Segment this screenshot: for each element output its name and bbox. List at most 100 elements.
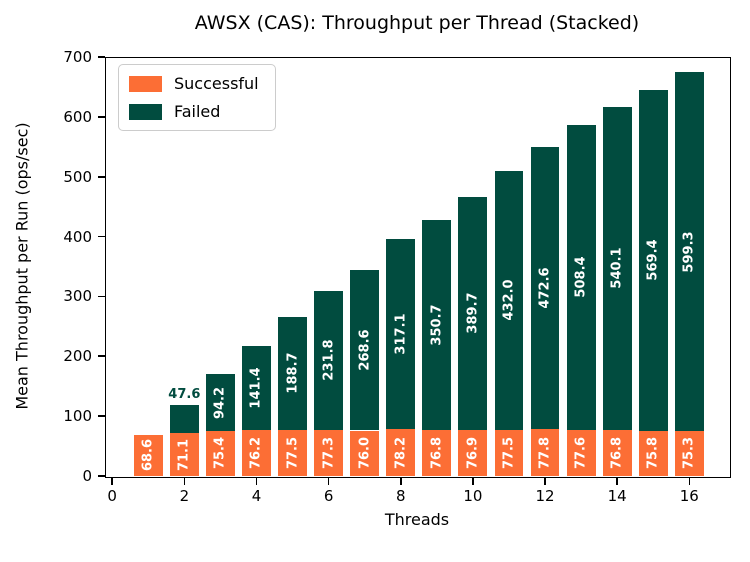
- bar-label-successful-14: 76.8: [609, 436, 625, 470]
- bar-failed-5: [278, 316, 307, 430]
- bar-failed-4: [242, 345, 271, 431]
- y-tick: [98, 56, 105, 58]
- bar-label-failed-11: 432.0: [501, 279, 517, 321]
- y-tick: [98, 235, 105, 238]
- y-tick-label: 100: [63, 407, 92, 426]
- y-axis-label: Mean Throughput per Run (ops/sec): [12, 122, 32, 410]
- bar-failed-12: [530, 146, 560, 430]
- bar-label-successful-11: 77.5: [501, 436, 517, 469]
- y-tick-label: 200: [63, 347, 92, 366]
- bar-failed-16: [674, 72, 704, 431]
- bar-failed-15: [638, 89, 668, 431]
- bar-successful-7: [350, 430, 380, 476]
- bar-label-failed-14: 540.1: [609, 247, 625, 289]
- x-tick-label: 14: [607, 487, 627, 505]
- legend-item-failed: Failed: [129, 102, 259, 121]
- bar-successful-9: [422, 430, 452, 476]
- bar-failed-14: [602, 106, 632, 431]
- y-tick-label: 0: [82, 467, 92, 485]
- x-tick: [472, 477, 474, 485]
- bar-label-failed-5: 188.7: [285, 352, 301, 394]
- bar-label-failed-8: 317.1: [393, 313, 409, 355]
- y-tick-label: 400: [63, 227, 92, 246]
- bar-label-successful-12: 77.8: [537, 436, 553, 469]
- legend-swatch-failed: [129, 103, 162, 120]
- x-tick: [327, 477, 330, 485]
- bar-successful-15: [638, 430, 668, 476]
- y-tick-label: 500: [63, 167, 92, 186]
- bar-successful-6: [314, 429, 344, 476]
- bar-label-failed-16: 599.3: [681, 231, 697, 273]
- bar-successful-16: [674, 430, 704, 476]
- y-tick-label: 600: [63, 107, 92, 126]
- bar-label-failed-6: 231.8: [321, 339, 337, 381]
- legend-label-failed: Failed: [174, 102, 221, 121]
- x-tick-label: 12: [535, 487, 555, 505]
- bar-label-successful-6: 77.3: [321, 436, 337, 469]
- bar-label-successful-9: 76.8: [429, 436, 445, 470]
- x-tick: [183, 477, 186, 485]
- bar-failed-3: [205, 374, 235, 431]
- bar-label-failed-4: 141.4: [248, 367, 264, 409]
- legend-swatch-successful: [129, 75, 162, 92]
- bar-failed-13: [566, 125, 596, 430]
- bar-label-failed-10: 389.7: [465, 292, 481, 334]
- bar-successful-13: [566, 429, 596, 476]
- legend-label-successful: Successful: [174, 74, 259, 93]
- bar-label-successful-4: 76.2: [248, 437, 264, 470]
- bar-label-successful-5: 77.5: [285, 436, 301, 469]
- bar-label-successful-15: 75.8: [645, 437, 661, 470]
- bar-label-failed-3: 94.2: [212, 386, 228, 419]
- x-tick: [544, 477, 546, 485]
- y-tick: [98, 116, 105, 118]
- y-tick: [98, 475, 105, 477]
- legend: Successful Failed: [118, 64, 276, 131]
- bar-failed-7: [350, 269, 380, 431]
- bar-failed-11: [494, 171, 524, 430]
- bar-label-failed-15: 569.4: [645, 239, 661, 281]
- bar-successful-10: [458, 429, 488, 476]
- x-tick-label: 8: [395, 487, 406, 505]
- x-tick: [399, 477, 402, 485]
- bar-label-failed-13: 508.4: [573, 256, 589, 298]
- bar-label-successful-16: 75.3: [681, 437, 697, 470]
- bar-label-successful-3: 75.4: [212, 437, 228, 470]
- bar-successful-2: [169, 433, 199, 476]
- x-tick: [255, 477, 258, 485]
- y-tick-label: 300: [63, 287, 92, 306]
- bar-failed-9: [422, 220, 452, 431]
- x-tick-label: 10: [463, 487, 483, 505]
- bar-failed-8: [386, 239, 416, 430]
- bar-label-successful-8: 78.2: [393, 436, 409, 469]
- bar-successful-12: [530, 429, 560, 476]
- y-tick: [98, 355, 105, 358]
- x-tick-label: 4: [251, 487, 262, 505]
- bar-failed-6: [314, 290, 344, 430]
- x-tick: [111, 477, 113, 485]
- x-tick-label: 16: [679, 487, 699, 505]
- bar-label-successful-7: 76.0: [357, 437, 373, 470]
- bar-successful-8: [386, 429, 416, 476]
- bar-successful-11: [494, 429, 524, 476]
- bar-label-failed-9: 350.7: [429, 304, 445, 346]
- bar-successful-4: [242, 430, 271, 476]
- chart-title: AWSX (CAS): Throughput per Thread (Stack…: [194, 12, 640, 34]
- bar-label-failed-2: 47.6: [168, 386, 201, 402]
- y-tick: [98, 295, 105, 298]
- bar-successful-1: [133, 434, 163, 476]
- bar-successful-14: [602, 430, 632, 476]
- bar-label-successful-2: 71.1: [176, 438, 192, 471]
- bar-label-successful-10: 76.9: [465, 436, 481, 470]
- bar-failed-2: [169, 404, 199, 434]
- legend-item-successful: Successful: [129, 74, 259, 93]
- x-tick: [688, 477, 691, 485]
- bar-failed-10: [458, 196, 488, 430]
- bar-label-successful-13: 77.6: [573, 436, 589, 469]
- x-tick-label: 6: [323, 487, 334, 505]
- x-tick-label: 2: [179, 487, 190, 505]
- y-tick: [98, 415, 105, 417]
- bar-label-successful-1: 68.6: [140, 439, 156, 472]
- x-tick-label: 0: [107, 487, 117, 505]
- bar-successful-5: [278, 429, 307, 476]
